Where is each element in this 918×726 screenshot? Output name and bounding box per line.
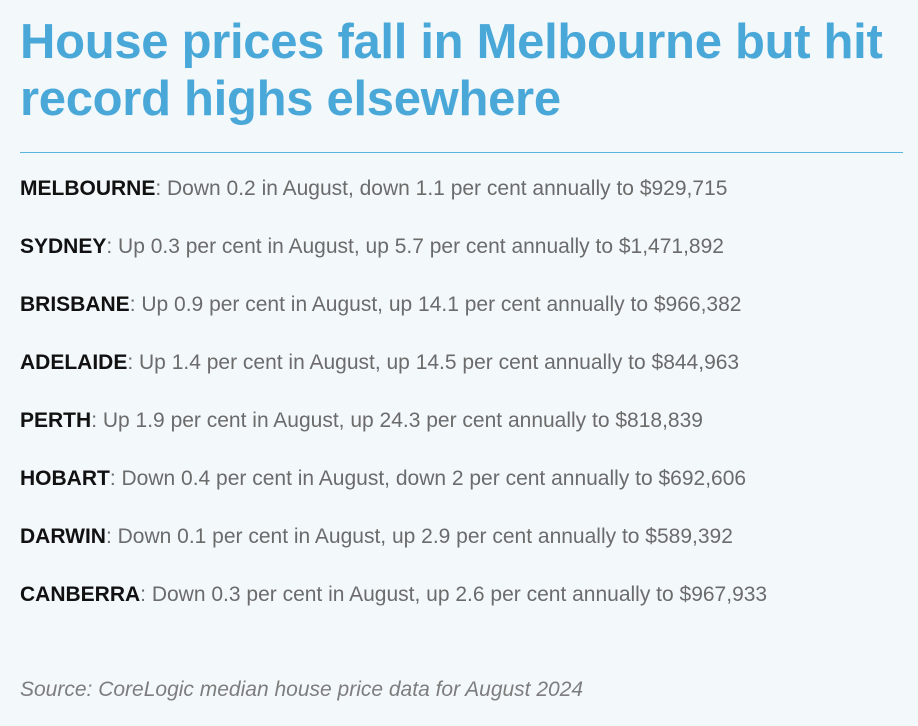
- city-price-list: MELBOURNE: Down 0.2 in August, down 1.1 …: [20, 173, 902, 610]
- list-item-melbourne: MELBOURNE: Down 0.2 in August, down 1.1 …: [20, 173, 900, 204]
- list-item-brisbane: BRISBANE: Up 0.9 per cent in August, up …: [20, 289, 900, 320]
- city-name: MELBOURNE: [20, 177, 156, 200]
- list-item-adelaide: ADELAIDE: Up 1.4 per cent in August, up …: [20, 347, 900, 378]
- city-detail: : Up 0.9 per cent in August, up 14.1 per…: [129, 293, 742, 316]
- source-caption: Source: CoreLogic median house price dat…: [20, 678, 584, 701]
- city-detail: : Up 1.9 per cent in August, up 24.3 per…: [91, 409, 703, 432]
- headline: House prices fall in Melbourne but hit r…: [20, 15, 883, 126]
- city-name: PERTH: [20, 409, 92, 432]
- city-detail: : Up 0.3 per cent in August, up 5.7 per …: [106, 235, 724, 258]
- city-detail: : Down 0.3 per cent in August, up 2.6 pe…: [140, 583, 768, 606]
- city-detail: : Down 0.4 per cent in August, down 2 pe…: [109, 467, 747, 490]
- city-name: DARWIN: [20, 525, 106, 548]
- city-detail: : Down 0.1 per cent in August, up 2.9 pe…: [105, 525, 733, 548]
- divider-rule: [20, 152, 903, 153]
- city-detail: : Up 1.4 per cent in August, up 14.5 per…: [127, 351, 740, 374]
- list-item-perth: PERTH: Up 1.9 per cent in August, up 24.…: [20, 405, 900, 436]
- list-item-canberra: CANBERRA: Down 0.3 per cent in August, u…: [20, 579, 820, 610]
- list-item-darwin: DARWIN: Down 0.1 per cent in August, up …: [20, 521, 900, 552]
- city-name: CANBERRA: [20, 583, 141, 606]
- city-name: BRISBANE: [20, 293, 130, 316]
- city-name: SYDNEY: [20, 235, 107, 258]
- city-detail: : Down 0.2 in August, down 1.1 per cent …: [155, 177, 728, 200]
- list-item-hobart: HOBART: Down 0.4 per cent in August, dow…: [20, 463, 900, 494]
- city-name: HOBART: [20, 467, 110, 490]
- list-item-sydney: SYDNEY: Up 0.3 per cent in August, up 5.…: [20, 231, 900, 262]
- city-name: ADELAIDE: [20, 351, 128, 374]
